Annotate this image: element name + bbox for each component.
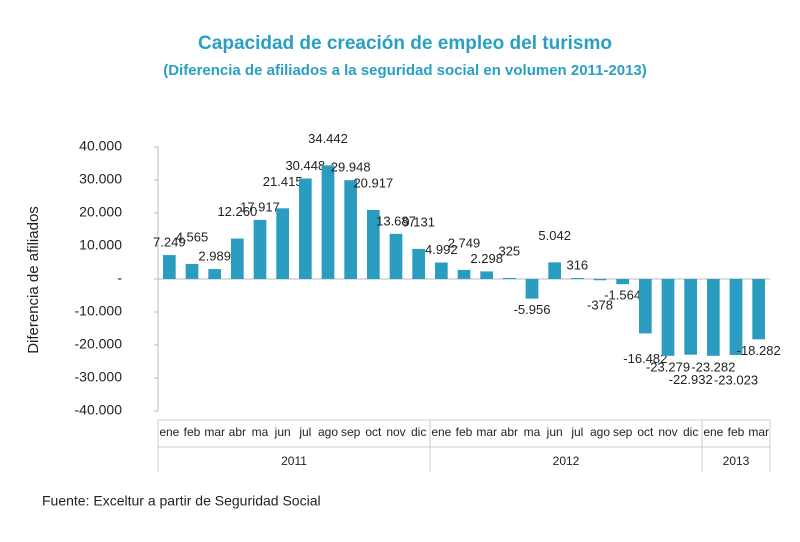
bar <box>638 279 652 334</box>
chart-title: Capacidad de creación de empleo del turi… <box>198 33 612 54</box>
bar <box>729 279 743 355</box>
bar <box>661 279 675 356</box>
value-label: 34.442 <box>308 131 348 146</box>
value-label: 21.415 <box>263 174 303 189</box>
bar <box>457 269 471 279</box>
value-label: -5.956 <box>514 302 551 317</box>
y-tick-label: 20.000 <box>79 204 122 220</box>
x-tick-label: jul <box>570 425 583 439</box>
x-tick-label: oct <box>365 425 382 439</box>
y-tick-label: 30.000 <box>79 171 122 187</box>
x-tick-label: ene <box>703 425 723 439</box>
bar <box>389 233 403 279</box>
x-tick-label: ene <box>431 425 451 439</box>
value-label: 20.917 <box>353 175 393 190</box>
x-tick-label: ene <box>159 425 179 439</box>
value-label: 5.042 <box>538 228 571 243</box>
y-tick-label: 10.000 <box>79 237 122 253</box>
x-tick-label: dic <box>683 425 698 439</box>
value-label: 7.249 <box>153 235 186 250</box>
x-tick-label: nov <box>658 425 677 439</box>
value-label: 17.917 <box>240 199 280 214</box>
bar <box>208 269 222 279</box>
chart-subtitle: (Diferencia de afiliados a la seguridad … <box>163 62 647 79</box>
year-label: 2012 <box>553 454 580 468</box>
year-label: 2013 <box>723 454 750 468</box>
x-tick-label: feb <box>728 425 745 439</box>
bar <box>525 279 539 299</box>
value-label: -23.279 <box>646 359 690 374</box>
bar <box>276 208 290 279</box>
value-label: 4.992 <box>425 242 458 257</box>
x-tick-label: abr <box>229 425 246 439</box>
value-label: 2.989 <box>198 249 231 264</box>
x-tick-label: oct <box>637 425 654 439</box>
value-label: 4.565 <box>176 229 209 244</box>
value-label: 12.260 <box>217 204 257 219</box>
x-tick-label: abr <box>501 425 518 439</box>
bar <box>185 263 199 279</box>
bar <box>684 279 698 355</box>
value-label: 29.948 <box>331 160 371 175</box>
bar <box>616 279 630 285</box>
value-label: 325 <box>498 243 520 258</box>
bar <box>344 180 358 279</box>
x-tick-label: ma <box>524 425 541 439</box>
bar <box>253 219 267 279</box>
x-tick-label: ago <box>318 425 338 439</box>
y-tick-label: 40.000 <box>79 138 122 154</box>
value-label: 2.749 <box>448 235 481 250</box>
value-label: -23.282 <box>691 359 735 374</box>
bar <box>593 279 607 281</box>
value-label: 13.687 <box>376 213 416 228</box>
x-tick-label: mar <box>476 425 497 439</box>
source: Fuente: Exceltur a partir de Seguridad S… <box>42 493 321 509</box>
bar <box>480 271 494 279</box>
y-tick-label: -40.000 <box>75 402 123 418</box>
y-tick-label: -20.000 <box>75 336 123 352</box>
value-label: -16.482 <box>623 351 667 366</box>
x-tick-label: jul <box>298 425 311 439</box>
value-label: -22.932 <box>669 372 713 387</box>
value-label: -23.023 <box>714 372 758 387</box>
bar <box>230 238 244 279</box>
bar <box>570 277 584 279</box>
value-label: 9.131 <box>402 214 435 229</box>
x-tick-label: jun <box>546 425 563 439</box>
bar <box>752 279 766 340</box>
x-tick-label: jun <box>274 425 291 439</box>
x-tick-label: sep <box>613 425 633 439</box>
x-tick-label: mar <box>204 425 225 439</box>
bar <box>706 279 720 356</box>
x-tick-label: ma <box>252 425 269 439</box>
value-label: -18.282 <box>737 343 781 358</box>
x-tick-label: feb <box>456 425 473 439</box>
x-tick-label: nov <box>386 425 405 439</box>
x-tick-label: ago <box>590 425 610 439</box>
x-tick-label: feb <box>184 425 201 439</box>
x-tick-label: sep <box>341 425 361 439</box>
bar <box>412 248 426 279</box>
value-label: 2.298 <box>470 251 503 266</box>
x-tick-label: mar <box>748 425 769 439</box>
value-label: 30.448 <box>285 158 325 173</box>
bar <box>321 165 335 279</box>
y-tick-label: - <box>117 270 122 286</box>
value-label: -1.564 <box>604 288 641 303</box>
y-axis-label: Diferencia de afiliados <box>25 206 42 354</box>
bar <box>502 277 516 279</box>
y-tick-label: -10.000 <box>75 303 123 319</box>
x-tick-label: dic <box>411 425 426 439</box>
value-label: -378 <box>587 298 613 313</box>
bar <box>366 209 380 279</box>
bar <box>434 262 448 279</box>
bar <box>298 178 312 279</box>
year-label: 2011 <box>281 454 307 468</box>
y-tick-label: -30.000 <box>75 369 123 385</box>
bar <box>548 262 562 279</box>
value-label: 316 <box>566 257 588 272</box>
bar <box>162 255 176 279</box>
